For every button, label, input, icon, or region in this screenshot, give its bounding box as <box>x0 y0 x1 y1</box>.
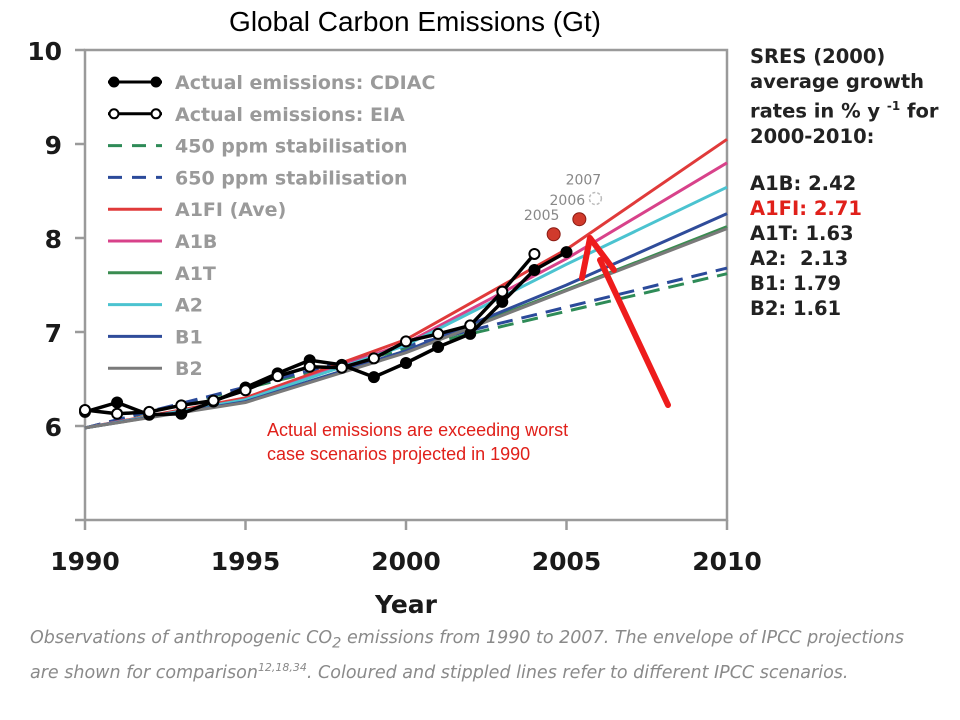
observed-point <box>560 246 573 259</box>
x-tick-label: 1995 <box>211 547 281 576</box>
observed-point <box>111 407 124 420</box>
sres-growth-panel: SRES (2000) average growth rates in % y … <box>750 44 955 321</box>
y-tick-label: 9 <box>45 131 62 160</box>
sres-rates-list: A1B: 2.42 A1FI: 2.71 A1T: 1.63 A2: 2.13 B1: … <box>750 171 955 321</box>
observed-point <box>207 394 220 407</box>
sres-rate-item: A1FI: 2.71 <box>750 196 862 220</box>
observed-point <box>111 396 124 409</box>
observed-line <box>84 250 568 417</box>
y-tick-label: 6 <box>45 413 62 442</box>
legend-label: A2 <box>175 295 203 317</box>
sres-rate-item: A2: 2.13 <box>750 246 849 270</box>
sres-heading-text: rates in % y <box>750 99 881 123</box>
sres-rate-item: A1T: 1.63 <box>750 221 854 245</box>
legend-label: B1 <box>175 326 203 348</box>
observed-point <box>175 399 188 412</box>
sres-superscript: -1 <box>886 99 901 113</box>
x-tick-label: 2000 <box>371 547 441 576</box>
y-tick-label: 7 <box>45 319 62 348</box>
legend-label: Actual emissions: EIA <box>175 104 405 126</box>
arrow-head <box>579 235 617 281</box>
observed-point <box>271 370 284 383</box>
observed-point <box>79 404 91 417</box>
observed-point <box>528 247 541 260</box>
caption-text: . Coloured and stippled lines refer to d… <box>306 662 849 683</box>
arrow-shaft <box>597 257 671 408</box>
legend-label: A1B <box>175 231 217 253</box>
annotation-line: Actual emissions are exceeding worst <box>267 420 569 440</box>
caption-references: 12,18,34 <box>257 660 307 674</box>
sres-heading-line: rates in % y -1 for <box>750 94 955 124</box>
legend-marker <box>108 76 120 88</box>
caption-text: emissions from 1990 to 2007. The envelop… <box>30 628 904 683</box>
observed-point <box>367 352 380 365</box>
legend-label: A1FI (Ave) <box>175 199 286 221</box>
sres-rate-item: B2: 1.61 <box>750 296 842 320</box>
observed-point <box>432 327 445 340</box>
caption-text: Observations of anthropogenic CO <box>30 628 333 648</box>
chart-title: Global Carbon Emissions (Gt) <box>229 6 601 37</box>
y-tick-label: 8 <box>45 225 62 254</box>
observed-point <box>400 335 412 348</box>
observed-point <box>335 361 348 374</box>
annotation-arrow <box>579 235 671 408</box>
recent-point-label: 2005 <box>524 208 560 224</box>
chart-axes: 1990 1995 2000 2005 2010 6 7 8 9 10 Year <box>27 37 762 619</box>
legend-label: 650 ppm stabilisation <box>175 167 408 189</box>
recent-point-outline <box>588 191 603 206</box>
sres-heading-line: average growth <box>750 70 925 93</box>
sres-heading-line: SRES (2000) <box>750 45 886 68</box>
recent-point <box>546 227 561 242</box>
observed-point <box>496 295 509 308</box>
legend-label: Actual emissions: CDIAC <box>175 72 435 94</box>
legend-label: B2 <box>175 358 203 380</box>
sres-heading-line: 2000-2010: <box>750 124 875 148</box>
x-tick-label: 2010 <box>692 547 762 576</box>
x-tick-label: 1990 <box>50 547 120 576</box>
observed-point <box>432 341 445 354</box>
legend-label: 450 ppm stabilisation <box>175 136 408 158</box>
observed-lines <box>79 246 573 421</box>
recent-point-label: 2007 <box>566 173 602 189</box>
legend-marker <box>150 108 162 120</box>
sres-rate-item: A1B: 2.42 <box>750 171 857 195</box>
observed-point <box>303 360 316 373</box>
observed-point <box>496 285 509 298</box>
observed-point <box>239 384 252 397</box>
observed-point <box>464 319 477 332</box>
sres-heading-text: for <box>900 99 939 123</box>
observed-point <box>528 263 541 276</box>
recent-point-label: 2006 <box>550 193 586 209</box>
observed-point <box>367 371 380 384</box>
annotation-text: Actual emissions are exceeding worst cas… <box>267 418 697 466</box>
observed-point <box>143 405 156 418</box>
x-axis-label: Year <box>374 590 438 619</box>
observed-point <box>400 357 412 370</box>
figure-caption: Observations of anthropogenic CO2 emissi… <box>30 626 930 684</box>
sres-rate-item: B1: 1.79 <box>750 271 842 295</box>
caption-subscript: 2 <box>332 634 342 652</box>
legend-label: A1T <box>175 263 216 285</box>
y-tick-label: 10 <box>27 37 62 66</box>
x-tick-label: 2005 <box>532 547 602 576</box>
sres-heading: SRES (2000) average growth rates in % y … <box>750 44 955 149</box>
recent-point <box>572 212 587 227</box>
legend-marker <box>108 108 120 120</box>
legend-marker <box>150 76 162 88</box>
legend: Actual emissions: CDIAC Actual emissions:… <box>108 72 435 380</box>
annotation-line: case scenarios projected in 1990 <box>267 444 531 464</box>
